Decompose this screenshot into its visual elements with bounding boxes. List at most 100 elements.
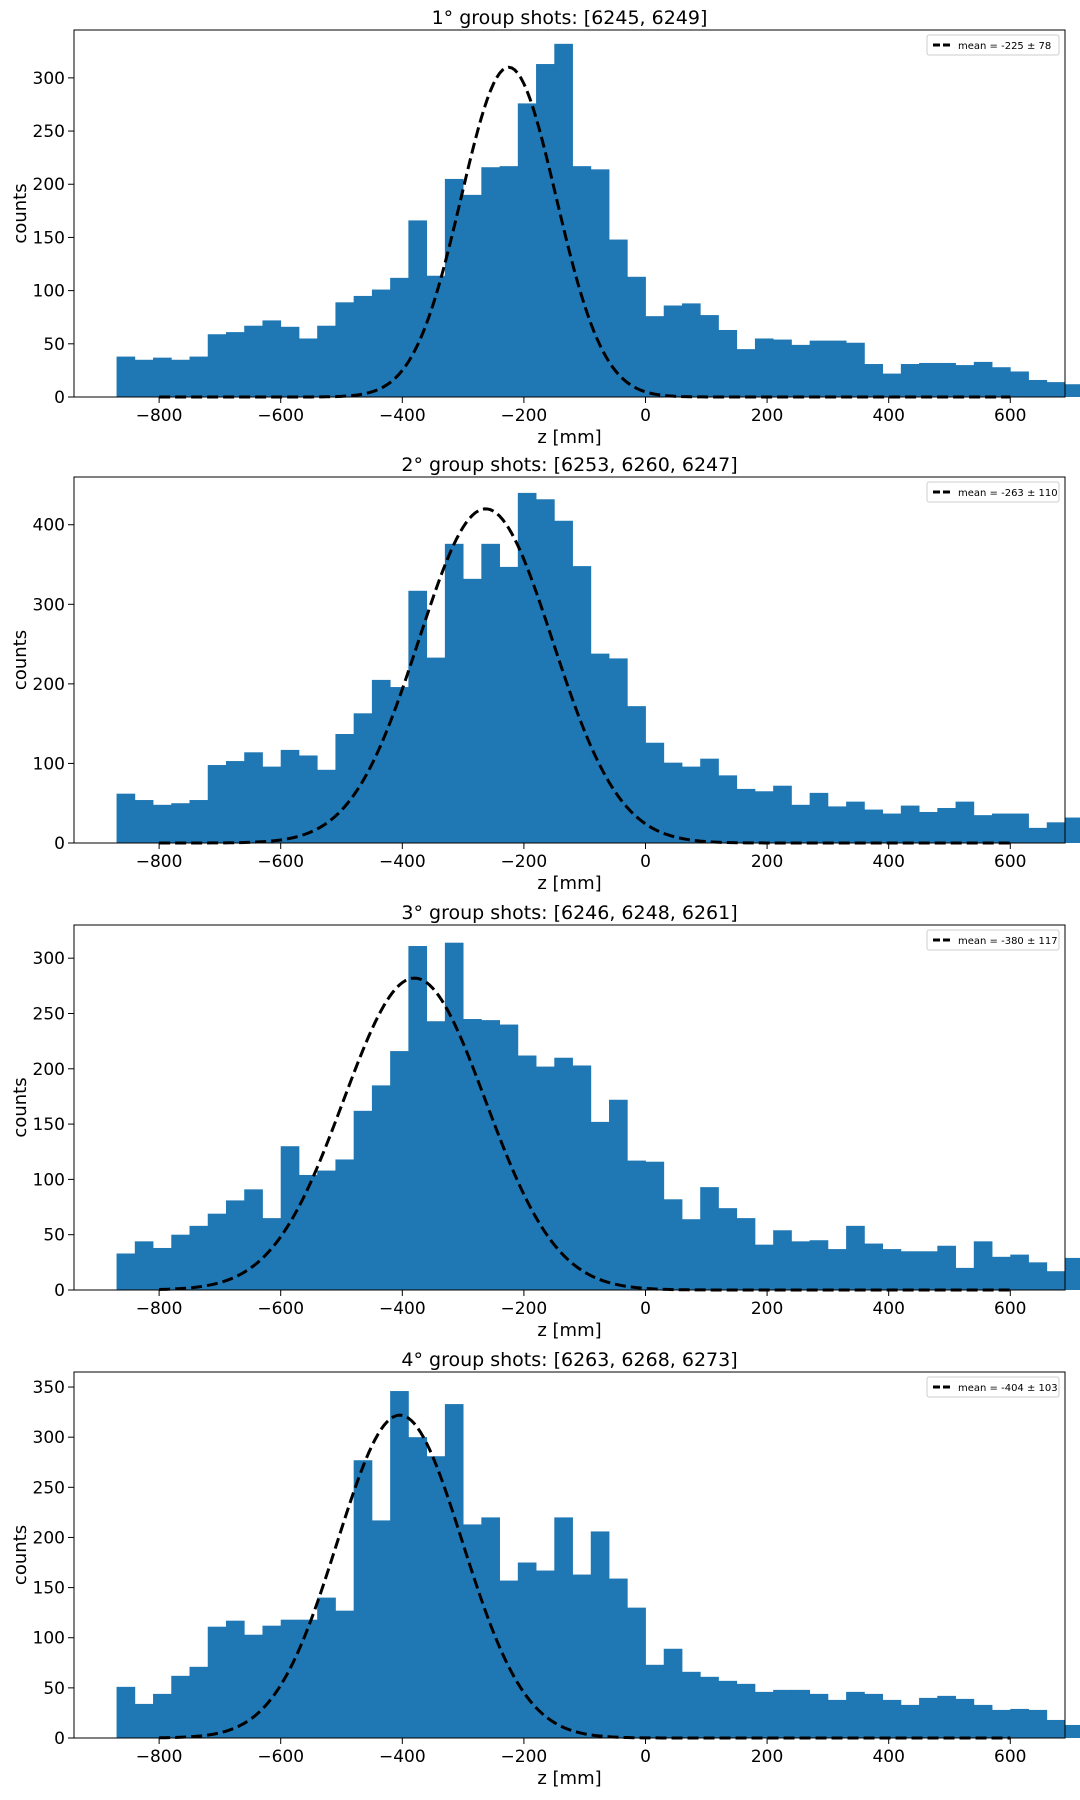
histogram-bar	[627, 706, 646, 843]
histogram-bar	[116, 1253, 136, 1290]
y-tick-label: 300	[33, 595, 65, 615]
histogram-bar	[773, 1230, 792, 1290]
y-tick-label: 0	[54, 1729, 65, 1749]
histogram-bar	[1046, 822, 1066, 843]
histogram-bar	[426, 1456, 446, 1738]
histogram-bar	[955, 1267, 975, 1290]
histogram-bar	[700, 758, 719, 843]
legend-box	[926, 34, 1060, 56]
histogram-bar	[536, 1570, 555, 1738]
histogram-bar	[225, 332, 245, 397]
histogram-bar	[809, 340, 829, 397]
histogram-bar	[426, 275, 446, 397]
histogram-bar	[262, 1625, 282, 1738]
histogram-bar	[773, 339, 792, 397]
y-axis-label: counts	[10, 183, 31, 243]
histogram-bar	[153, 1693, 172, 1738]
histogram-bar	[992, 813, 1011, 843]
histogram-bar	[335, 1159, 355, 1290]
histogram-bar	[426, 1021, 446, 1290]
histogram-bar	[663, 1648, 683, 1738]
legend-label: mean = -404 ± 103	[958, 1383, 1058, 1394]
legend-label: mean = -225 ± 78	[958, 41, 1051, 52]
x-tick-label: −600	[257, 1747, 304, 1767]
histogram-bar	[171, 803, 190, 843]
histogram-bar	[882, 813, 902, 843]
histogram-bar	[864, 364, 884, 397]
histogram-bar	[590, 1531, 610, 1738]
y-tick-label: 400	[33, 516, 65, 536]
y-tick-label: 0	[54, 834, 65, 854]
y-tick-label: 200	[33, 675, 65, 695]
x-tick-label: −800	[136, 406, 183, 426]
x-tick-label: −400	[379, 406, 426, 426]
histogram-bar	[1010, 1254, 1029, 1290]
histogram-bar	[609, 658, 628, 843]
histogram-bar	[134, 359, 154, 397]
histogram-bar	[244, 325, 263, 397]
histogram-bar	[536, 499, 555, 843]
histogram-bar	[153, 1247, 172, 1290]
y-tick-label: 300	[33, 949, 65, 969]
histogram-bar	[645, 742, 665, 843]
histogram-bar	[846, 1691, 865, 1738]
histogram-bar	[827, 1699, 847, 1738]
histogram-bar	[1046, 1271, 1066, 1290]
histogram-bar	[973, 815, 993, 843]
histogram-bar	[973, 361, 993, 397]
chart-panel-4: −800 −600 −400 −200 0 200 400 600 0 50 100 150 200 25…	[10, 1349, 1080, 1789]
histogram-bar	[718, 1208, 738, 1290]
histogram-bar	[937, 807, 956, 843]
histogram-bar	[773, 1689, 792, 1738]
histogram-bar	[572, 1065, 592, 1290]
histogram-bar	[809, 1693, 829, 1738]
histogram-bar	[390, 1391, 409, 1738]
histogram-bar	[572, 1574, 592, 1738]
legend-label: mean = -263 ± 110	[958, 488, 1058, 499]
histogram-bar	[134, 800, 154, 843]
histogram-bar	[791, 804, 811, 843]
legend-label: mean = -380 ± 117	[958, 936, 1058, 947]
histogram-bar	[773, 785, 792, 843]
histogram-bar	[809, 1240, 829, 1290]
histogram-bar	[1065, 1257, 1080, 1290]
x-tick-label: −600	[257, 1299, 304, 1319]
histogram-bar	[791, 1241, 811, 1290]
histogram-bar	[718, 329, 738, 397]
histogram-bar	[408, 946, 428, 1290]
histogram-bar	[408, 1437, 428, 1738]
histogram-bar	[919, 1251, 938, 1290]
histogram-bar	[153, 357, 172, 397]
histogram-bar	[900, 1704, 920, 1738]
histogram-bar	[408, 220, 428, 397]
histogram-bar	[645, 316, 665, 397]
y-tick-label: 200	[33, 1528, 65, 1548]
histogram-bar	[919, 362, 938, 397]
histogram-bar	[536, 1066, 555, 1290]
histogram-bar	[609, 239, 628, 397]
x-axis-label: z [mm]	[537, 427, 601, 448]
histogram-bar	[116, 1686, 136, 1738]
x-tick-label: −800	[136, 1299, 183, 1319]
histogram-bar	[1028, 379, 1048, 397]
histogram-bar	[864, 809, 884, 843]
gaussian-fit-line	[159, 976, 1011, 1292]
histogram-bar	[609, 1578, 628, 1738]
histogram-bar	[700, 1187, 719, 1290]
histogram-bar	[189, 356, 209, 397]
legend-box	[926, 929, 1060, 951]
x-tick-label: 0	[640, 1299, 651, 1319]
histogram-bar	[663, 762, 683, 843]
histogram-bar	[973, 1241, 993, 1290]
y-tick-label: 50	[43, 1679, 65, 1699]
histogram-bar	[919, 811, 938, 843]
chart-title: 1° group shots: [6245, 6249]	[432, 7, 708, 29]
histogram-bar	[700, 1676, 719, 1738]
histogram-bar	[353, 1110, 373, 1290]
histogram-bar	[681, 1671, 701, 1738]
histogram-bar	[645, 1664, 665, 1738]
histogram-bar	[134, 1703, 154, 1738]
histogram-bar	[353, 1460, 373, 1738]
histogram-bar	[700, 315, 719, 397]
histogram-bar	[1046, 382, 1066, 397]
